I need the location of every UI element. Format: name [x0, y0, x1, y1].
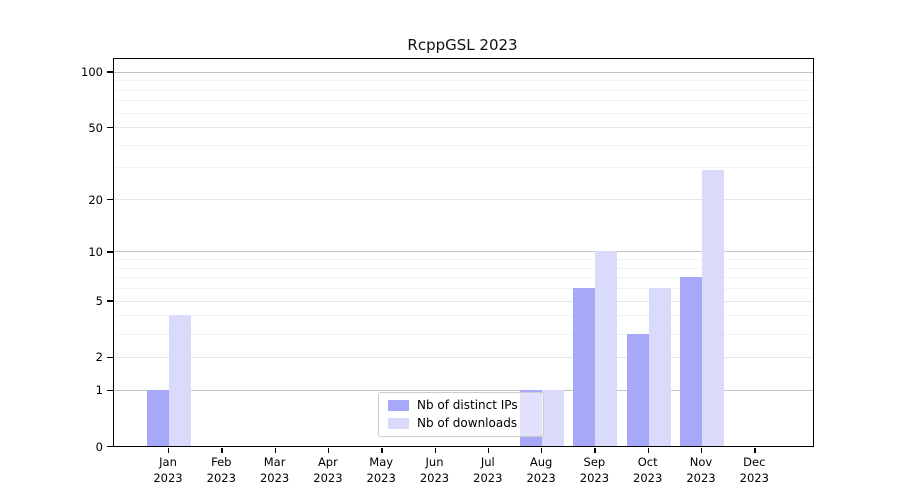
- bar-nb-of-distinct-ips-nov: [680, 277, 702, 446]
- minor-gridline: [114, 144, 813, 146]
- y-tick-mark: [107, 71, 113, 73]
- bar-nb-of-downloads-nov: [702, 170, 724, 446]
- x-tick-label: Feb 2023: [206, 455, 236, 485]
- minor-gridline: [114, 112, 813, 114]
- y-tick-mark: [107, 445, 113, 448]
- legend-item: Nb of distinct IPs: [388, 398, 534, 413]
- x-tick-mark: [701, 448, 703, 453]
- bar-nb-of-downloads-aug: [542, 389, 565, 446]
- minor-gridline: [114, 80, 813, 82]
- minor-gridline: [114, 267, 813, 269]
- x-tick-label: May 2023: [366, 455, 396, 485]
- y-tick-label: 0: [95, 439, 103, 454]
- gridline: [114, 127, 813, 129]
- plot-area: [113, 58, 814, 447]
- legend-label: Nb of distinct IPs: [417, 398, 518, 412]
- x-tick-mark: [541, 448, 543, 453]
- x-tick-mark: [594, 448, 596, 453]
- x-tick-mark: [327, 448, 330, 453]
- x-tick-label: Aug 2023: [526, 455, 556, 485]
- y-tick-mark: [107, 389, 113, 391]
- minor-gridline: [114, 259, 813, 261]
- minor-gridline: [114, 315, 813, 317]
- minor-gridline: [114, 333, 813, 335]
- x-tick-mark: [434, 448, 436, 453]
- x-tick-label: Nov 2023: [686, 455, 716, 485]
- x-tick-mark: [487, 448, 490, 453]
- bar-nb-of-downloads-oct: [648, 288, 671, 446]
- y-tick-label: 2: [95, 350, 103, 365]
- x-tick-label: Dec 2023: [739, 455, 769, 485]
- bar-nb-of-distinct-ips-oct: [626, 333, 649, 446]
- x-tick-mark: [221, 448, 223, 453]
- chart-title: RcppGSL 2023: [407, 36, 518, 54]
- x-tick-label: Oct 2023: [633, 455, 663, 485]
- x-tick-mark: [381, 448, 383, 453]
- gridline: [114, 71, 813, 73]
- bar-nb-of-downloads-jan: [169, 315, 191, 446]
- gridline: [114, 251, 813, 253]
- y-tick-mark: [107, 356, 113, 359]
- y-tick-mark: [107, 300, 113, 302]
- y-tick-label: 1: [95, 383, 103, 398]
- x-tick-label: Jul 2023: [473, 455, 503, 485]
- x-tick-label: Apr 2023: [313, 455, 343, 485]
- legend-swatch-icon: [388, 400, 409, 411]
- x-tick-label: Jan 2023: [153, 455, 183, 485]
- gridline: [114, 300, 813, 302]
- gridline: [114, 199, 813, 201]
- x-tick-label: Jun 2023: [419, 455, 450, 485]
- minor-gridline: [114, 288, 813, 290]
- minor-gridline: [114, 89, 813, 91]
- x-tick-label: Sep 2023: [579, 455, 610, 485]
- y-tick-label: 5: [95, 294, 103, 309]
- y-tick-mark: [107, 126, 113, 129]
- y-tick-label: 100: [81, 65, 103, 80]
- gridline: [114, 356, 813, 358]
- bar-nb-of-distinct-ips-jan: [147, 389, 169, 446]
- legend-item: Nb of downloads: [388, 416, 534, 431]
- y-tick-mark: [107, 198, 113, 201]
- y-tick-label: 20: [88, 192, 103, 207]
- legend-label: Nb of downloads: [417, 416, 518, 430]
- y-tick-mark: [107, 251, 113, 253]
- minor-gridline: [114, 100, 813, 102]
- y-tick-label: 50: [88, 120, 103, 135]
- minor-gridline: [114, 167, 813, 169]
- bar-nb-of-distinct-ips-sep: [573, 288, 596, 446]
- y-tick-label: 10: [88, 244, 103, 259]
- legend: Nb of distinct IPs Nb of downloads: [378, 392, 544, 437]
- x-tick-mark: [168, 448, 170, 453]
- x-tick-mark: [647, 448, 650, 453]
- x-tick-label: Mar 2023: [259, 455, 290, 485]
- minor-gridline: [114, 277, 813, 279]
- bar-nb-of-downloads-sep: [595, 251, 618, 446]
- legend-swatch-icon: [388, 418, 409, 429]
- x-tick-mark: [754, 448, 756, 453]
- x-tick-mark: [274, 448, 276, 453]
- gridline: [114, 389, 813, 391]
